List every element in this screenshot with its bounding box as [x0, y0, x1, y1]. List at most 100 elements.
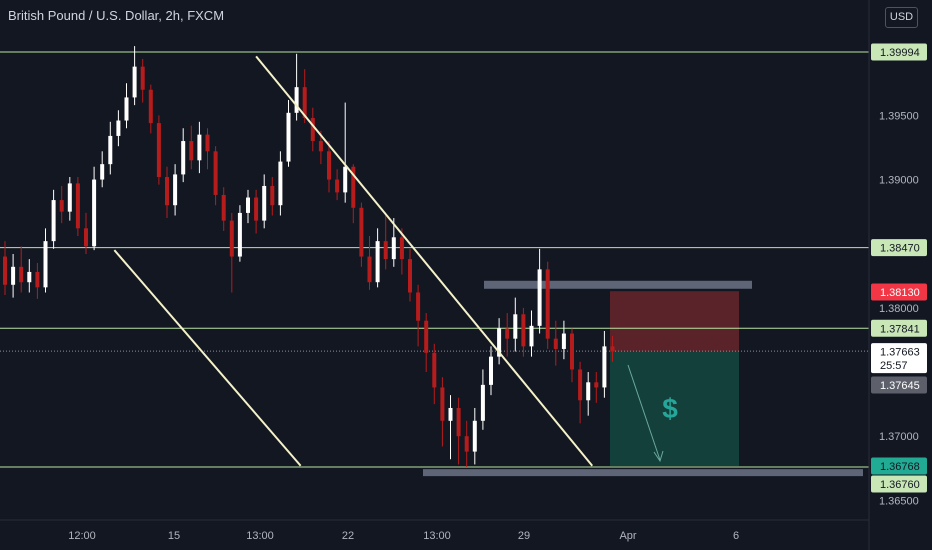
candle-body[interactable]	[221, 194, 226, 221]
candle-body[interactable]	[505, 328, 510, 339]
candle-body[interactable]	[416, 292, 421, 321]
candle-body[interactable]	[578, 369, 583, 401]
symbol-title[interactable]: British Pound / U.S. Dollar, 2h, FXCM	[8, 8, 225, 23]
candle-body[interactable]	[43, 241, 48, 288]
price-tag	[871, 43, 927, 61]
candle-body[interactable]	[367, 256, 372, 283]
candle-body[interactable]	[570, 333, 574, 370]
candle-body[interactable]	[343, 166, 348, 193]
candle-body[interactable]	[464, 436, 469, 452]
candle-body[interactable]	[432, 352, 437, 388]
currency-button[interactable]: USD	[885, 7, 918, 28]
candle-body[interactable]	[294, 87, 299, 113]
resistance-zone[interactable]	[484, 280, 752, 289]
candle-body[interactable]	[602, 346, 607, 388]
candles-layer[interactable]	[3, 46, 615, 467]
candle-body[interactable]	[237, 212, 242, 257]
candle-body[interactable]	[497, 328, 502, 357]
candle-body[interactable]	[545, 269, 550, 339]
candle-body[interactable]	[67, 183, 72, 212]
trendline[interactable]	[255, 55, 594, 467]
candle-body[interactable]	[456, 407, 461, 437]
candle-body[interactable]	[92, 179, 97, 247]
candle-body[interactable]	[472, 420, 477, 452]
candle-body[interactable]	[610, 346, 615, 352]
trendline[interactable]	[113, 249, 302, 467]
time-axis[interactable]: 12:00 15 13:00 22 13:00 29 Apr 6	[68, 530, 739, 542]
support-zone[interactable]	[423, 469, 863, 477]
candle-body[interactable]	[51, 200, 56, 242]
candle-body[interactable]	[302, 87, 307, 118]
candle-body[interactable]	[399, 237, 404, 260]
candle-body[interactable]	[310, 117, 315, 142]
candle-body[interactable]	[408, 259, 412, 293]
candle-body[interactable]	[254, 197, 259, 221]
candle-body[interactable]	[75, 183, 80, 229]
stop-loss-zone[interactable]	[610, 291, 739, 352]
time-tick-label: 15	[168, 530, 180, 542]
candle-body[interactable]	[318, 141, 323, 152]
candle-body[interactable]	[165, 176, 169, 206]
candle-body[interactable]	[35, 271, 40, 288]
candle-body[interactable]	[335, 179, 340, 193]
candle-body[interactable]	[448, 407, 453, 421]
candle-body[interactable]	[140, 66, 145, 90]
candle-body[interactable]	[440, 387, 445, 421]
price-tag	[871, 376, 927, 394]
candle-body[interactable]	[11, 266, 16, 285]
candle-body[interactable]	[262, 185, 267, 221]
candle-body[interactable]	[19, 266, 24, 283]
candle-body[interactable]	[383, 241, 388, 260]
candle-body[interactable]	[156, 123, 161, 177]
candle-body[interactable]	[27, 271, 32, 283]
candle-body[interactable]	[424, 320, 429, 353]
candle-body[interactable]	[489, 356, 493, 385]
candle-body[interactable]	[537, 269, 542, 326]
bar-countdown: 25:57	[880, 360, 908, 372]
candle-body[interactable]	[351, 166, 356, 208]
candle-body[interactable]	[116, 120, 121, 136]
price-axis[interactable]: 1.39500 1.39000 1.38000 1.37000 1.36500	[879, 110, 919, 507]
candle-body[interactable]	[278, 161, 283, 206]
candle-body[interactable]	[173, 174, 178, 206]
price-tag-label: 1.38470	[880, 243, 920, 255]
time-tick-label: 13:00	[246, 530, 274, 542]
candle-body[interactable]	[3, 256, 7, 285]
candle-body[interactable]	[229, 220, 234, 257]
candle-body[interactable]	[327, 151, 331, 180]
candle-body[interactable]	[513, 314, 518, 339]
candle-body[interactable]	[521, 314, 526, 347]
candle-body[interactable]	[213, 151, 218, 195]
candle-body[interactable]	[124, 97, 129, 121]
candle-body[interactable]	[132, 66, 137, 98]
candle-body[interactable]	[594, 382, 599, 388]
price-tag-label: 1.39994	[880, 47, 920, 59]
candle-body[interactable]	[480, 384, 485, 421]
candle-body[interactable]	[148, 89, 153, 124]
candle-body[interactable]	[359, 207, 364, 257]
trendlines-layer[interactable]	[113, 55, 594, 467]
take-profit-zone[interactable]	[610, 351, 739, 466]
candle-body[interactable]	[286, 112, 291, 162]
price-tags: 1.39994 1.38470 1.38130 1.37841 1.3766325:57…	[871, 43, 927, 493]
candle-body[interactable]	[561, 333, 566, 349]
candle-body[interactable]	[246, 197, 250, 213]
candle-body[interactable]	[270, 185, 275, 206]
candle-body[interactable]	[84, 228, 88, 247]
candle-body[interactable]	[553, 338, 558, 349]
price-tick-label: 1.37000	[879, 431, 919, 443]
price-tag	[871, 457, 927, 475]
time-tick-label: 6	[733, 530, 739, 542]
candle-body[interactable]	[197, 134, 202, 161]
candle-body[interactable]	[375, 241, 380, 283]
candle-body[interactable]	[59, 200, 64, 212]
candle-body[interactable]	[181, 141, 186, 175]
candle-body[interactable]	[529, 325, 534, 347]
candle-body[interactable]	[586, 382, 591, 401]
candle-body[interactable]	[391, 237, 396, 260]
candle-body[interactable]	[100, 164, 105, 180]
candle-body[interactable]	[108, 135, 113, 165]
candle-body[interactable]	[189, 141, 194, 161]
candle-body[interactable]	[205, 134, 210, 152]
